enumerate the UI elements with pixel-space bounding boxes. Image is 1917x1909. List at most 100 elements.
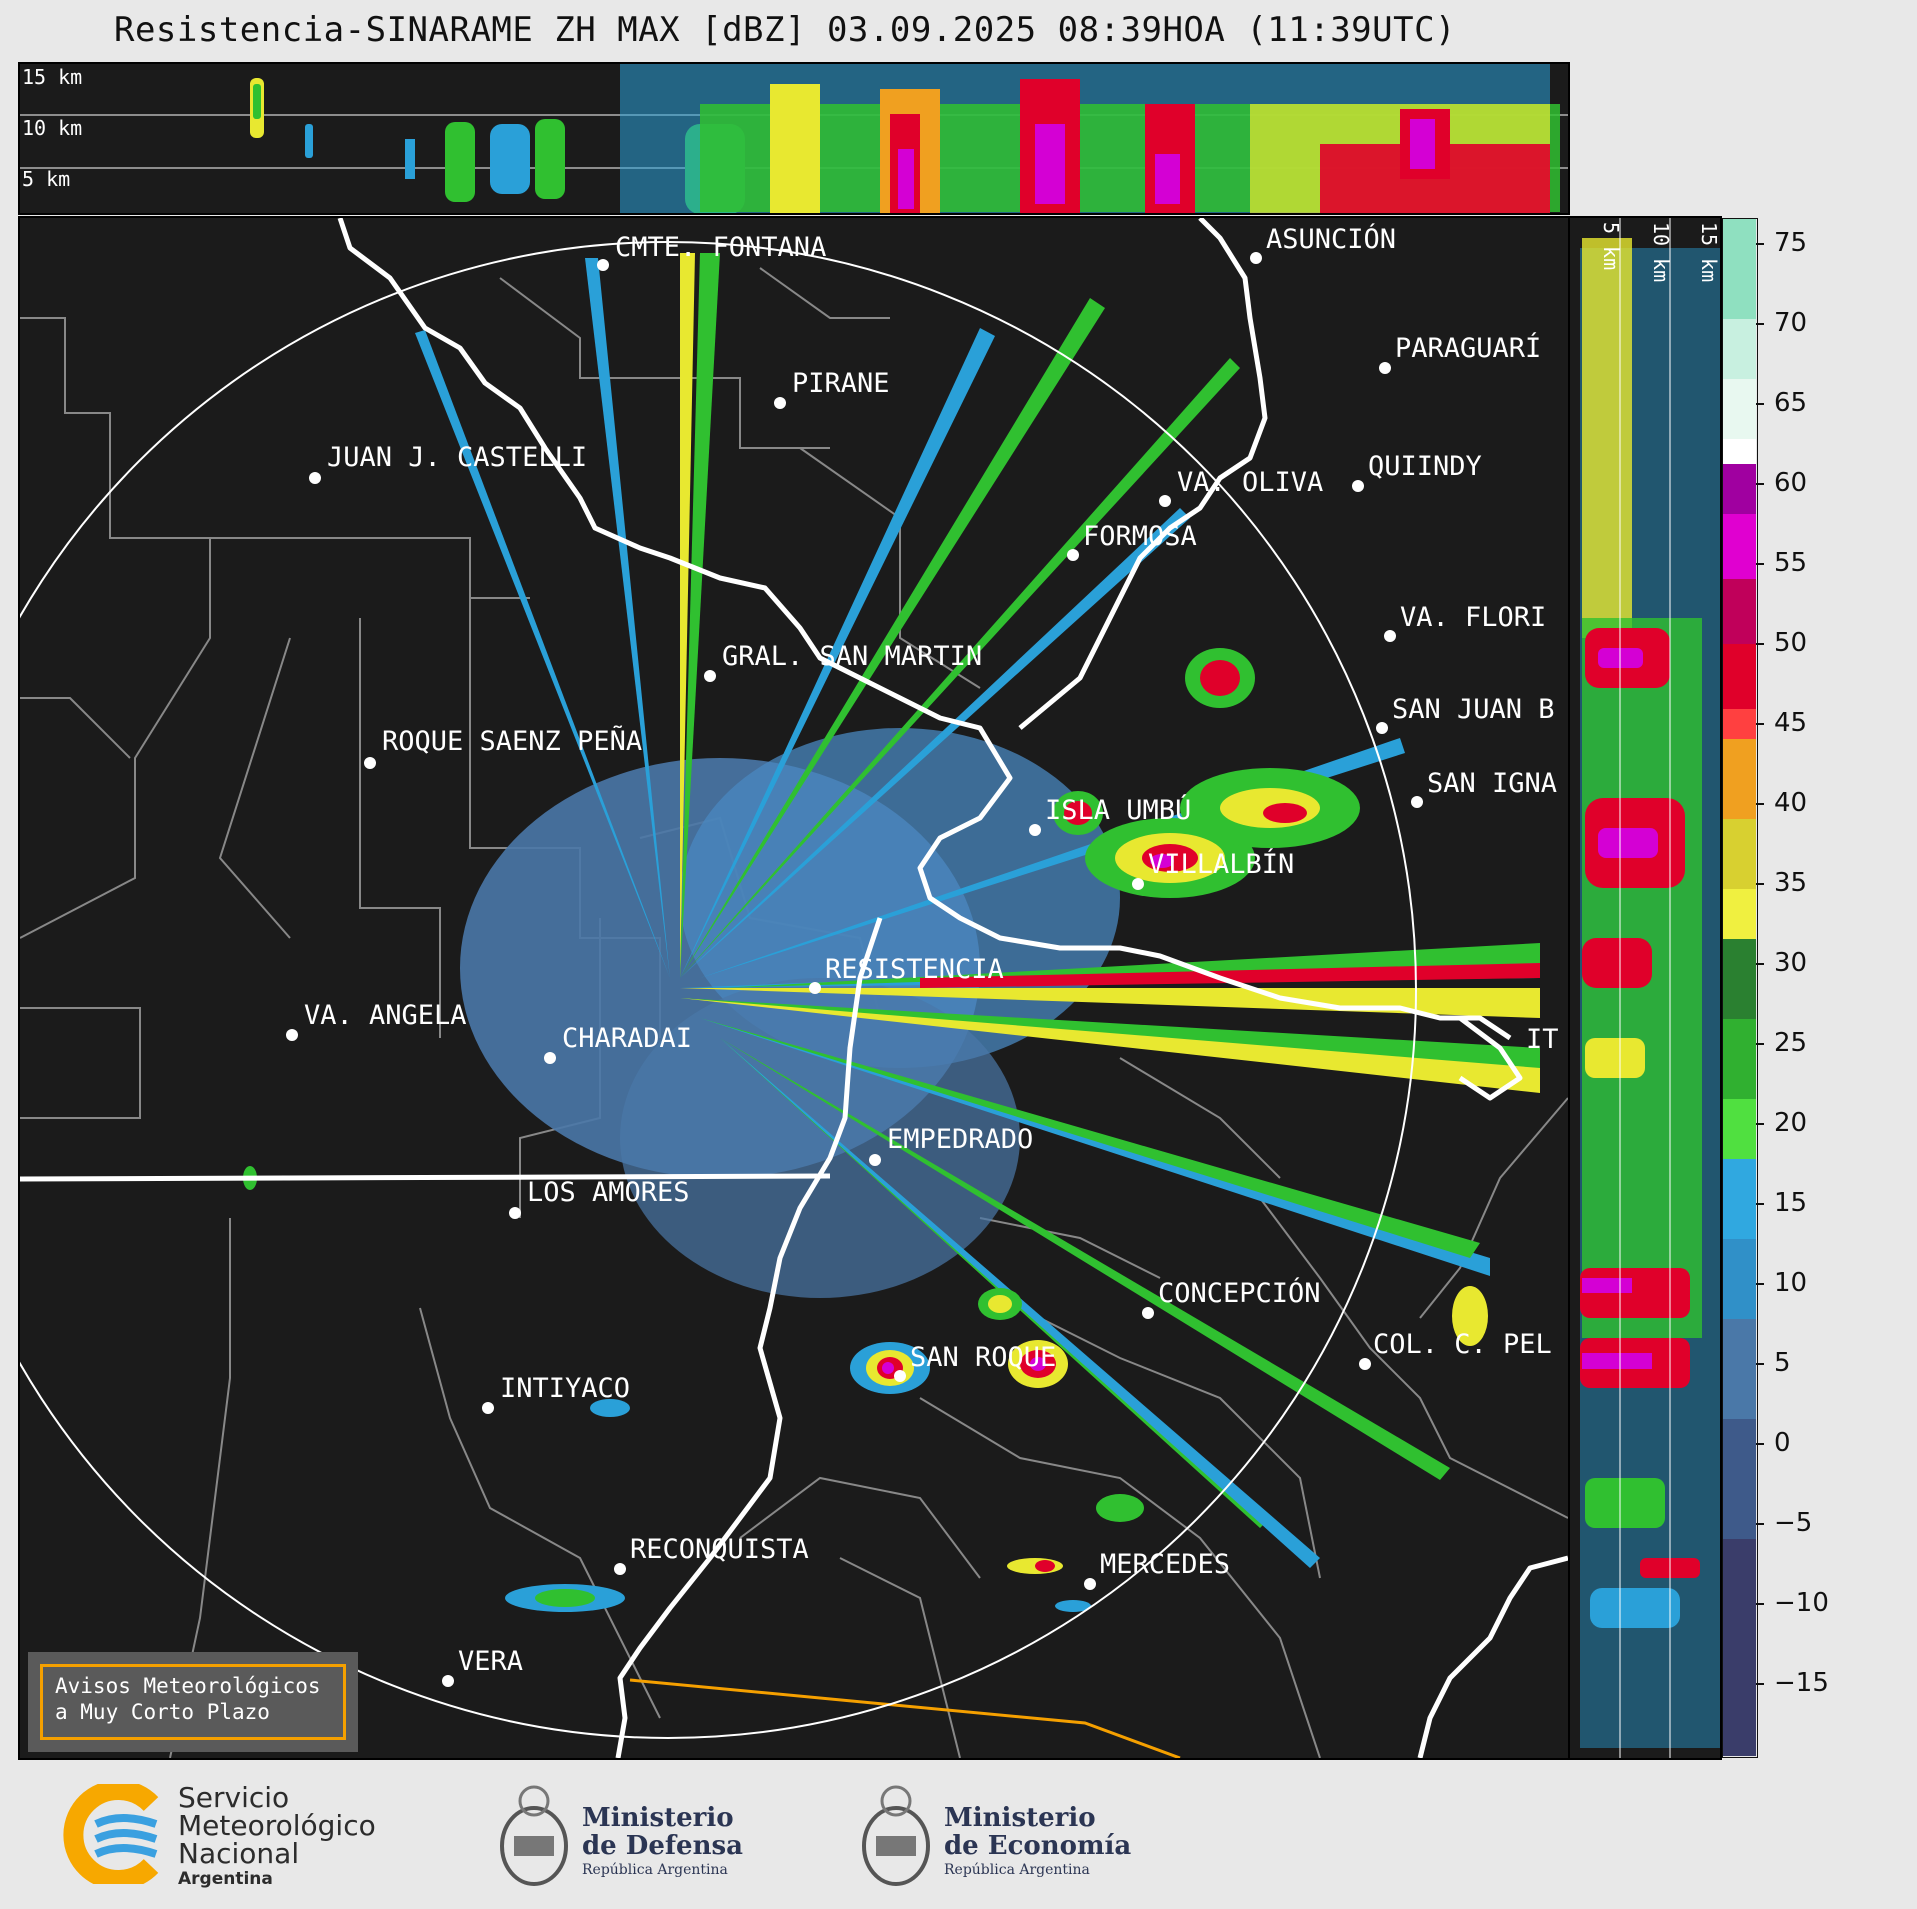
cbar-tick: 55	[1755, 548, 1807, 578]
height-label-10km: 10 km	[22, 116, 82, 140]
city-vera[interactable]: VERA	[442, 1646, 523, 1687]
orange-boundary	[629, 1678, 1181, 1758]
cbar-tick: 0	[1756, 1428, 1791, 1458]
svg-text:PIRANE: PIRANE	[792, 368, 890, 399]
side-height-label-5km: 5 km	[1599, 222, 1623, 270]
cbar-tick: −15	[1756, 1668, 1829, 1698]
svg-text:PARAGUARÍ: PARAGUARÍ	[1395, 332, 1541, 364]
side-height-label-10km: 10 km	[1649, 222, 1673, 282]
svg-text:SAN IGNA: SAN IGNA	[1427, 768, 1557, 799]
city-reconquista[interactable]: RECONQUISTA	[614, 1534, 809, 1575]
economia-coat-of-arms-icon	[862, 1785, 930, 1886]
svg-text:QUIINDY: QUIINDY	[1368, 451, 1482, 482]
svg-text:GRAL. SAN MARTIN: GRAL. SAN MARTIN	[722, 641, 982, 672]
cbar-tick: 45	[1755, 708, 1807, 738]
city-labels: CMTE. FONTANA PIRANE JUAN J. CASTELLI GR…	[286, 223, 1559, 1687]
cbar-tick: −10	[1756, 1588, 1829, 1618]
svg-text:RESISTENCIA: RESISTENCIA	[825, 954, 1004, 985]
cbar-tick: 40	[1755, 788, 1807, 818]
national-boundaries	[20, 218, 1568, 1758]
city-va-angela[interactable]: VA. ANGELA	[286, 1000, 467, 1041]
svg-text:COL. C. PEL: COL. C. PEL	[1373, 1329, 1552, 1360]
city-concepcion[interactable]: CONCEPCIÓN	[1142, 1277, 1321, 1319]
svg-text:LOS AMORES: LOS AMORES	[527, 1177, 690, 1208]
city-cmte-fontana[interactable]: CMTE. FONTANA	[597, 232, 826, 271]
radar-map-panel[interactable]: CMTE. FONTANA PIRANE JUAN J. CASTELLI GR…	[18, 216, 1570, 1760]
cbar-tick: 75	[1755, 228, 1807, 258]
city-asuncion[interactable]: ASUNCIÓN	[1250, 223, 1396, 264]
city-va-flori[interactable]: VA. FLORI	[1384, 602, 1546, 642]
svg-text:CMTE. FONTANA: CMTE. FONTANA	[615, 232, 826, 263]
economia-logo-text: Ministerio de Economía República Argenti…	[944, 1803, 1132, 1878]
city-va-oliva[interactable]: VA. OLIVA	[1159, 467, 1323, 507]
city-isla-umbu[interactable]: ISLA UMBÚ	[1029, 794, 1191, 836]
warning-link[interactable]: Avisos Meteorológicos a Muy Corto Plazo	[40, 1664, 346, 1740]
svg-text:RECONQUISTA: RECONQUISTA	[630, 1534, 809, 1565]
north-cross-section-plot: 15 km 10 km 5 km	[20, 64, 1568, 214]
warning-line-2: a Muy Corto Plazo	[55, 1700, 270, 1724]
city-formosa[interactable]: FORMOSA	[1067, 521, 1197, 561]
height-label-15km: 15 km	[22, 65, 82, 89]
radar-map[interactable]: CMTE. FONTANA PIRANE JUAN J. CASTELLI GR…	[20, 218, 1568, 1758]
defensa-coat-of-arms-icon	[500, 1785, 568, 1886]
city-villalbin[interactable]: VILLALBÍN	[1132, 848, 1294, 890]
defensa-logo-text: Ministerio de Defensa República Argentin…	[582, 1803, 743, 1878]
city-gral-san-martin[interactable]: GRAL. SAN MARTIN	[704, 641, 982, 682]
cbar-tick: 35	[1755, 868, 1807, 898]
city-intiyaco[interactable]: INTIYACO	[482, 1373, 630, 1414]
city-san-igna[interactable]: SAN IGNA	[1411, 768, 1557, 808]
svg-text:JUAN J. CASTELLI: JUAN J. CASTELLI	[327, 442, 587, 473]
cbar-tick: 70	[1755, 308, 1807, 338]
warning-box[interactable]: Avisos Meteorológicos a Muy Corto Plazo	[28, 1652, 358, 1752]
colorbar-ticks: 75 70 65 60 55 50 45 40 35 30 25 20 15 1…	[1755, 218, 1910, 1758]
svg-text:VA. FLORI: VA. FLORI	[1400, 602, 1546, 633]
cbar-tick: 60	[1755, 468, 1807, 498]
cbar-tick: 65	[1755, 388, 1807, 418]
city-col-c-pel[interactable]: COL. C. PEL	[1359, 1329, 1552, 1370]
cbar-tick: −5	[1755, 1508, 1812, 1538]
svg-text:VERA: VERA	[458, 1646, 523, 1677]
side-echoes	[1580, 238, 1720, 1748]
north-cross-section-panel: 15 km 10 km 5 km	[18, 62, 1570, 215]
svg-text:ROQUE SAENZ PEÑA: ROQUE SAENZ PEÑA	[382, 725, 642, 757]
city-san-roque[interactable]: SAN ROQUE	[894, 1342, 1056, 1382]
cross-section-echoes	[250, 64, 1560, 214]
city-empedrado[interactable]: EMPEDRADO	[869, 1124, 1033, 1166]
side-height-label-15km: 15 km	[1697, 222, 1720, 282]
department-boundaries	[20, 267, 1568, 1758]
svg-text:ASUNCIÓN: ASUNCIÓN	[1266, 223, 1396, 255]
svg-text:INTIYACO: INTIYACO	[500, 1373, 630, 1404]
footer: Servicio Meteorológico Nacional Argentin…	[0, 1762, 1917, 1909]
city-resistencia[interactable]: RESISTENCIA	[809, 954, 1004, 994]
city-los-amores[interactable]: LOS AMORES	[509, 1177, 690, 1219]
cbar-tick: 30	[1755, 948, 1807, 978]
svg-text:MERCEDES: MERCEDES	[1100, 1549, 1230, 1580]
colorbar-gradient	[1723, 219, 1756, 1756]
east-cross-section-plot: 5 km 10 km 15 km	[1580, 218, 1721, 1758]
svg-text:VA. ANGELA: VA. ANGELA	[304, 1000, 467, 1031]
radar-echoes	[243, 253, 1540, 1612]
cbar-tick: 10	[1755, 1268, 1807, 1298]
svg-text:EMPEDRADO: EMPEDRADO	[887, 1124, 1033, 1155]
smn-logo-icon	[63, 1784, 159, 1884]
city-juan-j-castelli[interactable]: JUAN J. CASTELLI	[309, 442, 587, 484]
city-charadai[interactable]: CHARADAI	[544, 1023, 692, 1064]
city-quiindy[interactable]: QUIINDY	[1352, 451, 1482, 492]
svg-text:CHARADAI: CHARADAI	[562, 1023, 692, 1054]
cbar-tick: 25	[1755, 1028, 1807, 1058]
svg-text:FORMOSA: FORMOSA	[1083, 521, 1197, 552]
city-mercedes[interactable]: MERCEDES	[1084, 1549, 1230, 1590]
range-ring	[20, 241, 1417, 1739]
smn-logo-text: Servicio Meteorológico Nacional Argentin…	[178, 1781, 376, 1890]
svg-text:CONCEPCIÓN: CONCEPCIÓN	[1158, 1277, 1321, 1309]
city-pirane[interactable]: PIRANE	[774, 368, 890, 409]
city-san-juan-b[interactable]: SAN JUAN B	[1376, 694, 1555, 734]
city-roque-saenz-pena[interactable]: ROQUE SAENZ PEÑA	[364, 725, 642, 769]
city-paraguari[interactable]: PARAGUARÍ	[1379, 332, 1541, 374]
svg-text:VILLALBÍN: VILLALBÍN	[1148, 848, 1294, 880]
cbar-tick: 20	[1755, 1108, 1807, 1138]
east-cross-section-panel: 5 km 10 km 15 km	[1570, 216, 1722, 1760]
warning-line-1: Avisos Meteorológicos	[55, 1674, 321, 1698]
city-it[interactable]: IT	[1526, 1024, 1559, 1055]
dbz-colorbar	[1722, 218, 1758, 1758]
